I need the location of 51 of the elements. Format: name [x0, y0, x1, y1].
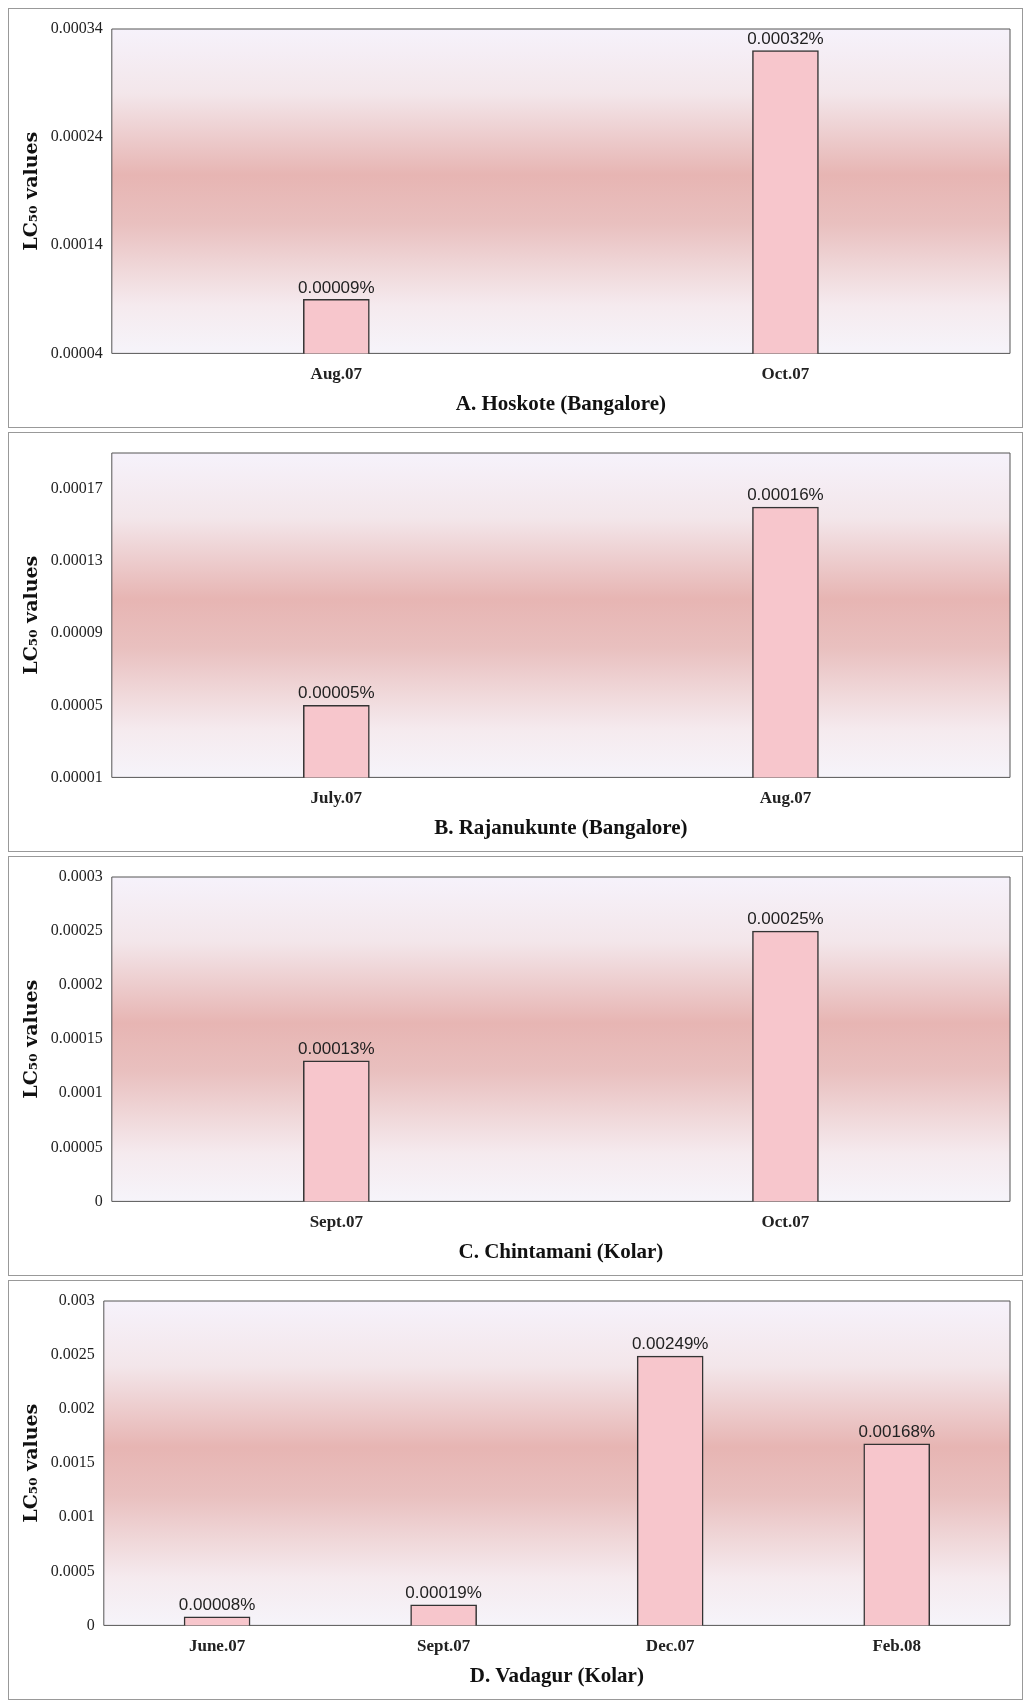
data-label: 0.00005%: [298, 683, 375, 703]
y-tick-label: 0.0003: [58, 867, 103, 885]
data-label: 0.00168%: [858, 1421, 936, 1441]
data-label: 0.00016%: [747, 485, 824, 505]
x-tick-label: Dec.07: [645, 1635, 695, 1655]
x-tick-label: Aug.07: [310, 363, 363, 383]
y-tick-label: 0.00025: [50, 921, 103, 939]
y-tick-label: 0.00004: [50, 343, 103, 361]
y-tick-label: 0.00005: [50, 1137, 103, 1155]
x-axis-title: B. Rajanukunte (Bangalore): [434, 814, 688, 839]
y-tick-label: 0.0005: [50, 1561, 95, 1579]
y-tick-label: 0.00013: [50, 551, 103, 569]
x-tick-label: Oct.07: [761, 363, 810, 383]
x-tick-label: June.07: [188, 1635, 246, 1655]
x-axis-title: C. Chintamani (Kolar): [458, 1238, 664, 1263]
y-tick-label: 0.0015: [50, 1453, 95, 1471]
data-label: 0.00032%: [747, 28, 824, 48]
x-axis-title: A. Hoskote (Bangalore): [455, 390, 666, 415]
y-axis-title: LC₅₀ values: [19, 979, 42, 1099]
y-tick-label: 0.002: [58, 1399, 95, 1417]
x-tick-label: Feb.08: [872, 1635, 922, 1655]
y-tick-label: 0: [86, 1615, 95, 1633]
y-tick-label: 0.00005: [50, 695, 103, 713]
x-tick-label: Oct.07: [761, 1211, 810, 1231]
data-label: 0.00008%: [178, 1594, 256, 1614]
y-tick-label: 0.00017: [50, 479, 103, 497]
y-tick-label: 0.0025: [50, 1345, 95, 1363]
x-tick-label: Sept.07: [416, 1635, 471, 1655]
y-axis-title: LC₅₀ values: [19, 1403, 42, 1523]
y-tick-label: 0.00001: [50, 767, 103, 785]
y-tick-label: 0.001: [58, 1507, 95, 1525]
data-label: 0.00019%: [405, 1583, 482, 1603]
y-tick-label: 0.00009: [50, 623, 103, 641]
y-axis-title: LC₅₀ values: [19, 555, 42, 675]
data-label: 0.00025%: [747, 909, 824, 929]
y-tick-label: 0.003: [58, 1291, 95, 1309]
x-tick-label: Aug.07: [759, 787, 812, 807]
y-tick-label: 0.00014: [50, 235, 103, 253]
data-label: 0.00009%: [298, 277, 375, 297]
x-tick-label: Sept.07: [309, 1211, 364, 1231]
x-axis-title: D. Vadagur (Kolar): [469, 1662, 644, 1687]
data-label: 0.00249%: [631, 1334, 709, 1354]
y-axis-title: LC₅₀ values: [19, 131, 42, 251]
y-tick-label: 0.0002: [58, 975, 103, 993]
y-tick-label: 0.00034: [50, 19, 103, 37]
y-tick-label: 0.0001: [58, 1083, 103, 1101]
y-tick-label: 0.00015: [50, 1029, 103, 1047]
y-tick-label: 0.00024: [50, 127, 103, 145]
data-label: 0.00013%: [298, 1039, 375, 1059]
y-tick-label: 0: [94, 1191, 103, 1209]
x-tick-label: July.07: [310, 787, 363, 807]
